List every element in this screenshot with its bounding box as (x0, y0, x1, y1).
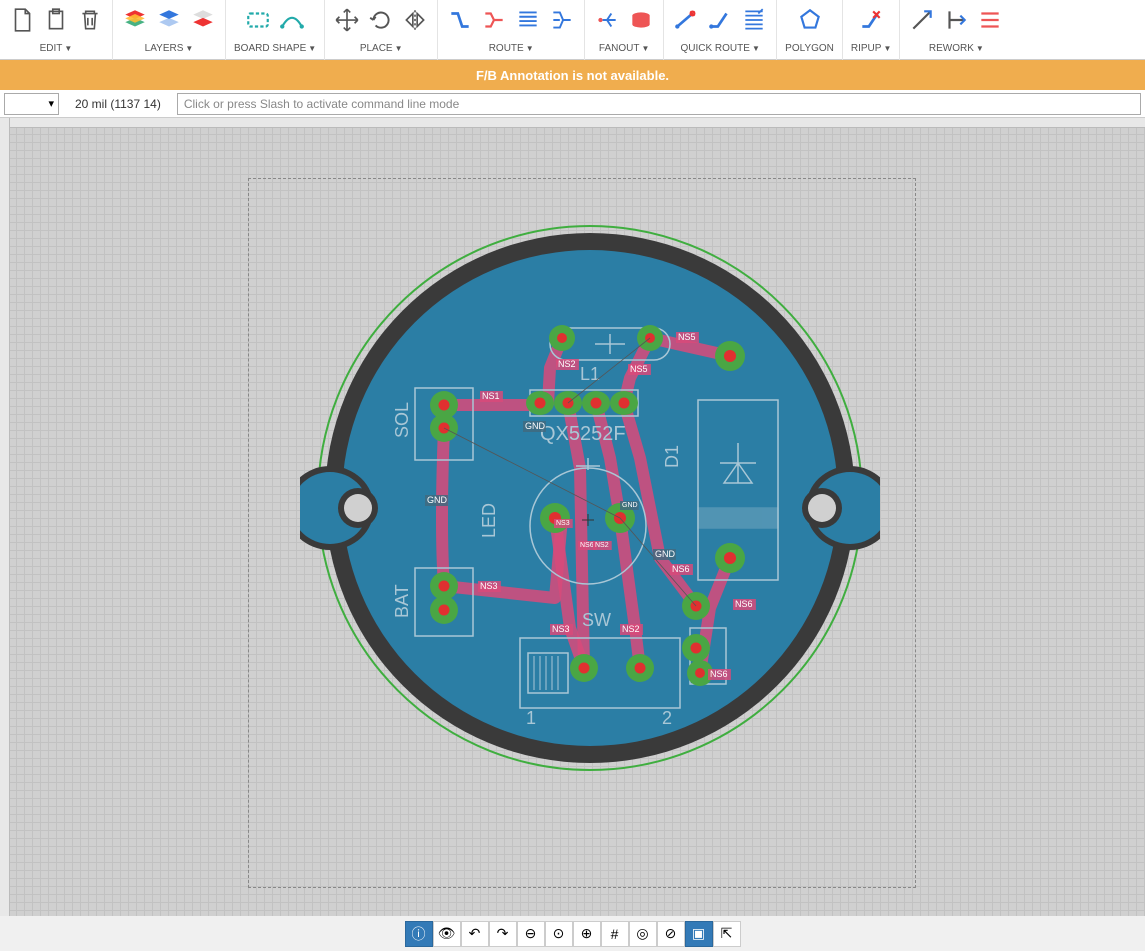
layers-bottom-icon[interactable] (189, 6, 217, 34)
zoom-out-button[interactable]: ⊖ (517, 921, 545, 947)
tool-group-quick-route: QUICK ROUTE▼ (664, 0, 777, 60)
pcb-canvas[interactable]: L1 QX5252F D1 SOL BAT LED (0, 118, 1145, 916)
select-button[interactable]: ⇱ (713, 921, 741, 947)
board-curve-icon[interactable] (278, 6, 306, 34)
fanout-icon[interactable] (593, 6, 621, 34)
rework-1-icon[interactable] (908, 6, 936, 34)
svg-text:GND: GND (427, 495, 448, 505)
qx-label: QX5252F (540, 423, 626, 445)
l1-label: L1 (580, 364, 600, 384)
board-shape-label[interactable]: BOARD SHAPE▼ (234, 40, 316, 58)
move-icon[interactable] (333, 6, 361, 34)
zoom-in-button[interactable]: ⊕ (573, 921, 601, 947)
edit-label[interactable]: EDIT▼ (40, 40, 73, 58)
board-rect-icon[interactable] (244, 6, 272, 34)
layers-label[interactable]: LAYERS▼ (145, 40, 194, 58)
fanout-label[interactable]: FANOUT▼ (599, 40, 649, 58)
paste-icon[interactable] (42, 6, 70, 34)
route-single-icon[interactable] (446, 6, 474, 34)
bat-label: BAT (392, 584, 412, 618)
eye-button[interactable]: 👁 (433, 921, 461, 947)
delete-icon[interactable] (76, 6, 104, 34)
main-toolbar: EDIT▼ LAYERS▼ BOARD SHAPE▼ PLACE▼ (0, 0, 1145, 60)
rework-label[interactable]: REWORK▼ (929, 40, 984, 58)
sol-label: SOL (392, 402, 412, 438)
route-bus-icon[interactable] (514, 6, 542, 34)
svg-text:NS3: NS3 (556, 520, 570, 527)
warning-text: F/B Annotation is not available. (476, 68, 669, 83)
sw-label: SW (582, 610, 611, 630)
svg-text:NS5: NS5 (630, 364, 648, 374)
sw-pin1: 1 (526, 708, 536, 728)
ripup-label[interactable]: RIPUP▼ (851, 40, 891, 58)
stop-button[interactable]: ⊘ (657, 921, 685, 947)
new-file-icon[interactable] (8, 6, 36, 34)
svg-text:GND: GND (655, 549, 676, 559)
quickroute-2-icon[interactable] (706, 6, 734, 34)
quick-route-label[interactable]: QUICK ROUTE▼ (680, 40, 759, 58)
pcb-board-view[interactable]: L1 QX5252F D1 SOL BAT LED (300, 208, 880, 788)
command-input[interactable]: Click or press Slash to activate command… (177, 93, 1141, 115)
svg-text:NS6: NS6 (672, 564, 690, 574)
zoom-fit-button[interactable]: ⊙ (545, 921, 573, 947)
rotate-icon[interactable] (367, 6, 395, 34)
fanout-via-icon[interactable] (627, 6, 655, 34)
info-button[interactable]: ⓘ (405, 921, 433, 947)
svg-text:NS1: NS1 (482, 391, 500, 401)
tool-group-layers: LAYERS▼ (113, 0, 226, 60)
tool-group-route: ROUTE▼ (438, 0, 585, 60)
cursor-button[interactable]: ▣ (685, 921, 713, 947)
svg-text:NS2: NS2 (595, 542, 609, 549)
svg-text:GND: GND (525, 421, 546, 431)
tool-group-board-shape: BOARD SHAPE▼ (226, 0, 325, 60)
rework-2-icon[interactable] (942, 6, 970, 34)
layers-all-icon[interactable] (121, 6, 149, 34)
grid-button[interactable]: # (601, 921, 629, 947)
annotation-warning-bar: F/B Annotation is not available. (0, 60, 1145, 90)
sw-pin2: 2 (662, 708, 672, 728)
quickroute-3-icon[interactable] (740, 6, 768, 34)
mirror-icon[interactable] (401, 6, 429, 34)
quickroute-1-icon[interactable] (672, 6, 700, 34)
svg-text:NS6: NS6 (710, 669, 728, 679)
svg-text:NS2: NS2 (558, 359, 576, 369)
svg-text:NS6: NS6 (735, 599, 753, 609)
tool-group-fanout: FANOUT▼ (585, 0, 664, 60)
svg-text:NS3: NS3 (480, 581, 498, 591)
view-toolbar: ⓘ👁↶↷⊖⊙⊕#◎⊘▣⇱ (0, 916, 1145, 951)
route-multi-icon[interactable] (548, 6, 576, 34)
route-diff-icon[interactable] (480, 6, 508, 34)
led-label: LED (479, 503, 499, 538)
redo-button[interactable]: ↷ (489, 921, 517, 947)
ruler-vertical (0, 118, 10, 916)
svg-text:GND: GND (622, 502, 638, 509)
rework-3-icon[interactable] (976, 6, 1004, 34)
ruler-horizontal (0, 118, 1145, 128)
svg-text:NS5: NS5 (678, 332, 696, 342)
tool-group-rework: REWORK▼ (900, 0, 1012, 60)
polygon-label[interactable]: POLYGON (785, 40, 834, 58)
tool-group-edit: EDIT▼ (0, 0, 113, 60)
route-label[interactable]: ROUTE▼ (489, 40, 534, 58)
tool-group-ripup: RIPUP▼ (843, 0, 900, 60)
units-dropdown[interactable]: ▾ (4, 93, 59, 115)
status-bar: ▾ 20 mil (1137 14) Click or press Slash … (0, 90, 1145, 118)
svg-text:NS2: NS2 (622, 624, 640, 634)
layers-top-icon[interactable] (155, 6, 183, 34)
svg-text:NS6: NS6 (580, 542, 594, 549)
ripup-icon[interactable] (857, 6, 885, 34)
d1-label: D1 (662, 445, 682, 468)
coordinate-readout: 20 mil (1137 14) (59, 97, 177, 111)
undo-button[interactable]: ↶ (461, 921, 489, 947)
svg-text:NS3: NS3 (552, 624, 570, 634)
center-button[interactable]: ◎ (629, 921, 657, 947)
tool-group-place: PLACE▼ (325, 0, 438, 60)
tool-group-polygon: POLYGON (777, 0, 843, 60)
place-label[interactable]: PLACE▼ (360, 40, 403, 58)
polygon-icon[interactable] (796, 6, 824, 34)
